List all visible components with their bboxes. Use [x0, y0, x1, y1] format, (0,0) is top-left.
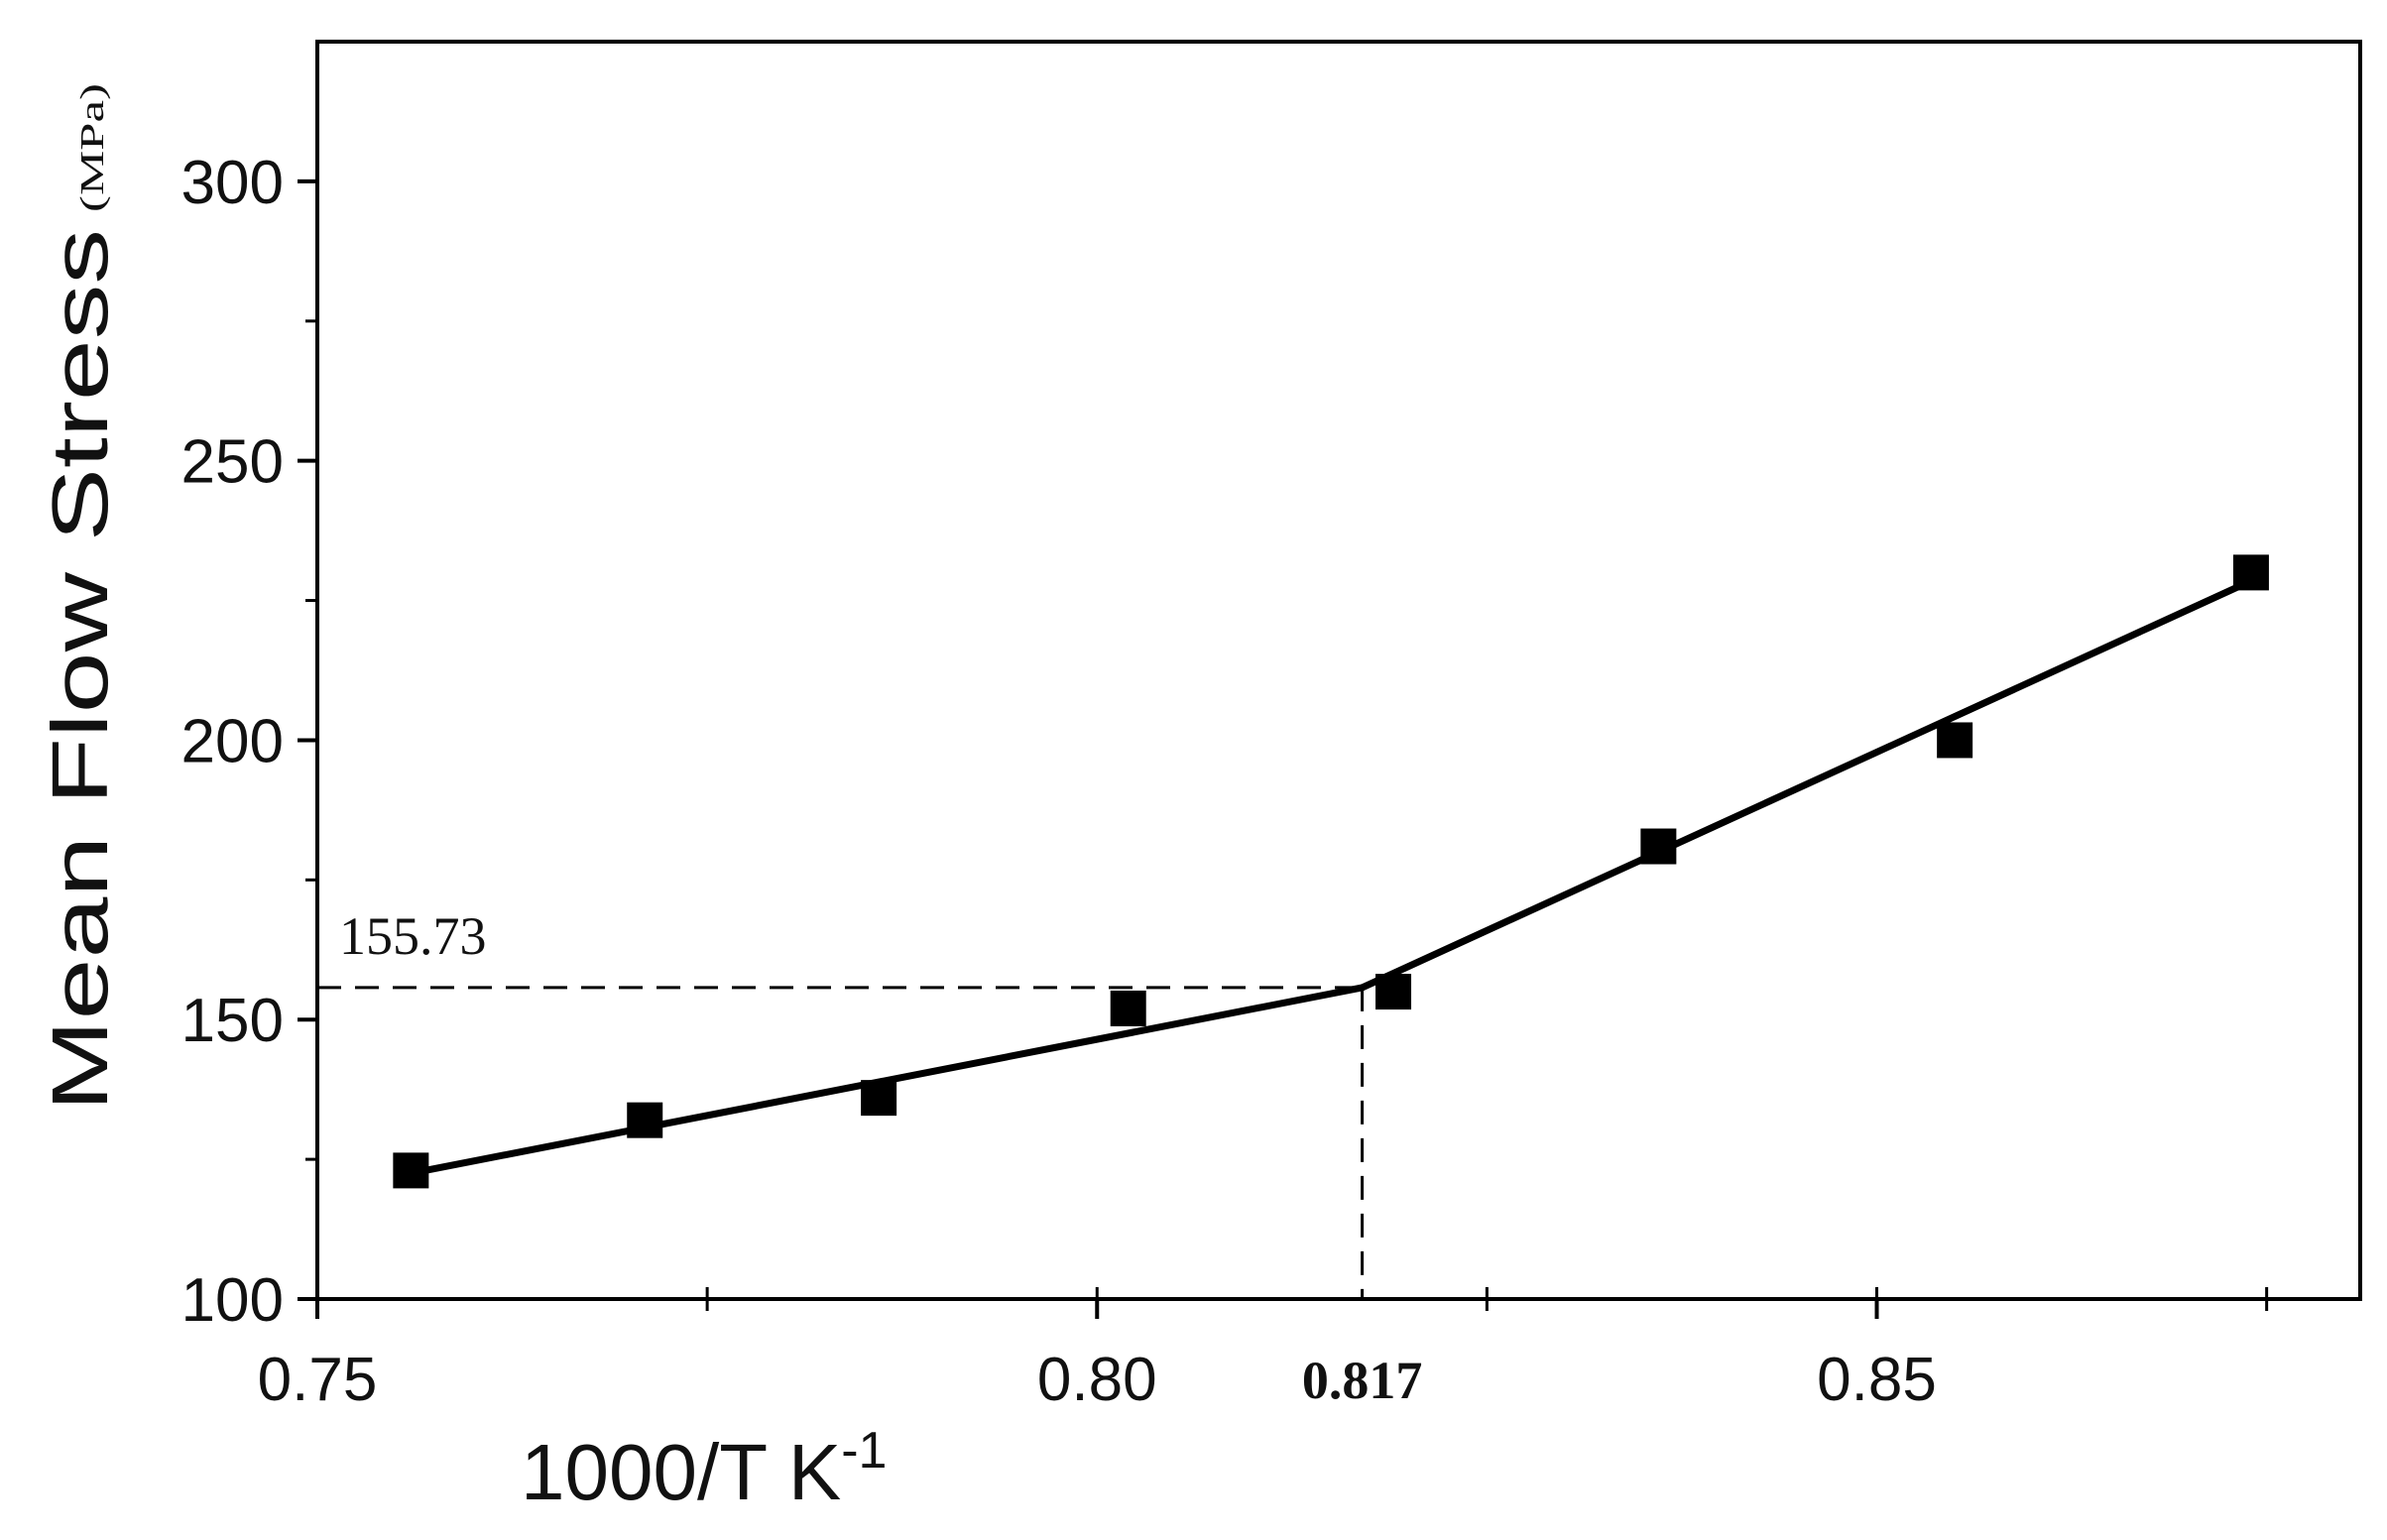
annotation-label: 155.73 [339, 906, 487, 966]
x-axis-ticks: 0.75 0.80 0.85 0.817 [258, 1287, 2269, 1414]
x-axis-title-main: 1000/T K [521, 1428, 841, 1516]
x-tick-label: 0.75 [258, 1346, 378, 1414]
data-point [393, 1152, 429, 1189]
x-extra-tick-label: 0.817 [1302, 1351, 1423, 1410]
fit-lines [407, 577, 2255, 1177]
data-point [2232, 554, 2269, 591]
data-point [627, 1102, 663, 1138]
data-point [1937, 722, 1973, 759]
plot-frame [315, 40, 2362, 1301]
y-tick-label: 100 [181, 1266, 284, 1335]
fit-line [1359, 577, 2255, 992]
data-point [861, 1080, 897, 1117]
x-tick-label: 0.85 [1817, 1346, 1937, 1414]
data-point [1640, 828, 1677, 865]
y-axis-ticks: 100 150 200 250 300 [181, 149, 317, 1335]
y-tick-label: 250 [181, 428, 284, 497]
x-axis-title: 1000/T K-1 [521, 1422, 887, 1516]
x-axis-title-superscript: -1 [841, 1422, 887, 1480]
reference-lines [317, 986, 1365, 1299]
y-tick-label: 200 [181, 707, 284, 775]
y-axis-title: Mean Flow Stress [36, 229, 124, 1112]
data-markers [393, 554, 2269, 1189]
data-point [1110, 990, 1146, 1026]
y-tick-label: 150 [181, 987, 284, 1055]
x-tick-label: 0.80 [1037, 1346, 1157, 1414]
y-axis-title-group: Mean Flow Stress (MPa) [36, 83, 124, 1112]
y-tick-label: 300 [181, 149, 284, 217]
y-axis-title-unit: (MPa) [74, 83, 111, 212]
data-point [1375, 974, 1412, 1010]
